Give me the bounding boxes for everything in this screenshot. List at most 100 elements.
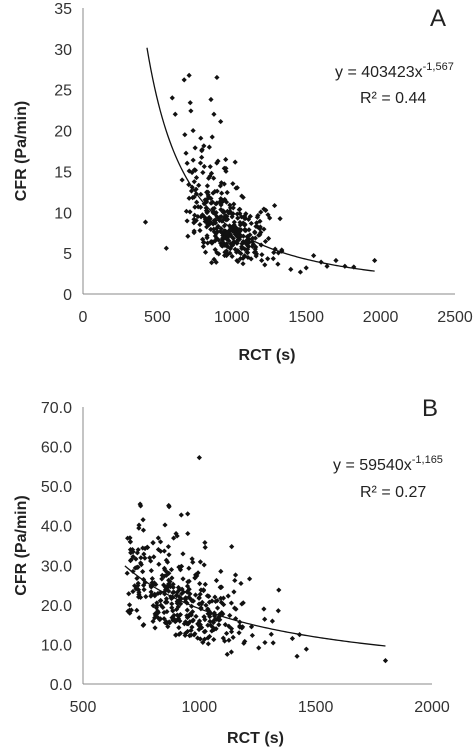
scatter-point <box>210 239 216 245</box>
scatter-point <box>173 592 180 599</box>
scatter-point <box>178 563 185 569</box>
scatter-point <box>223 236 230 242</box>
scatter-point <box>127 535 133 541</box>
scatter-point <box>204 199 210 205</box>
scatter-point <box>173 632 179 638</box>
scatter-point <box>261 606 267 612</box>
scatter-point <box>140 527 147 533</box>
scatter-point <box>148 558 154 564</box>
scatter-point <box>218 202 224 208</box>
scatter-point <box>185 530 191 537</box>
scatter-point <box>232 572 239 578</box>
y-axis-title: CFR (Pa/min) <box>13 495 30 595</box>
x-tick-label: 500 <box>144 309 171 326</box>
scatter-point <box>159 576 165 582</box>
scatter-point <box>192 145 198 151</box>
scatter-point <box>219 610 225 616</box>
scatter-point <box>219 190 225 196</box>
scatter-point <box>252 229 258 235</box>
scatter-point <box>133 556 139 562</box>
scatter-point <box>135 580 141 586</box>
scatter-point <box>182 630 189 636</box>
scatter-point <box>161 609 167 616</box>
scatter-point <box>136 522 142 528</box>
scatter-point <box>228 649 234 655</box>
scatter-point <box>237 255 244 262</box>
scatter-point <box>214 605 221 611</box>
scatter-point <box>125 535 131 541</box>
scatter-point <box>192 212 198 218</box>
scatter-point <box>136 589 142 595</box>
y-tick-label: 50.0 <box>41 479 72 496</box>
scatter-point <box>147 555 153 561</box>
scatter-point <box>199 148 205 154</box>
scatter-point <box>149 576 155 582</box>
scatter-point <box>265 212 271 218</box>
scatter-point <box>170 590 176 596</box>
scatter-point <box>165 544 172 550</box>
scatter-point <box>215 237 222 243</box>
scatter-point <box>186 195 192 201</box>
scatter-point <box>218 118 224 125</box>
scatter-point <box>211 636 217 643</box>
scatter-point <box>196 626 202 633</box>
scatter-point <box>155 546 162 553</box>
scatter-point <box>183 208 190 214</box>
y-tick-label: 5 <box>63 246 72 263</box>
scatter-point <box>192 167 198 173</box>
trend-line <box>146 47 375 272</box>
scatter-point <box>275 250 282 256</box>
scatter-point <box>240 261 246 267</box>
scatter-point <box>197 160 204 166</box>
scatter-point <box>190 559 196 565</box>
scatter-point <box>190 157 196 163</box>
scatter-point <box>237 222 243 228</box>
scatter-point <box>127 610 133 616</box>
scatter-point <box>197 636 203 642</box>
scatter-point <box>176 625 182 631</box>
scatter-point <box>186 586 192 592</box>
scatter-point <box>297 269 303 275</box>
scatter-point <box>138 562 144 568</box>
scatter-point <box>271 202 278 209</box>
scatter-point <box>241 215 248 222</box>
x-tick-label: 1000 <box>214 309 250 326</box>
scatter-point <box>246 227 252 233</box>
scatter-point <box>231 589 237 595</box>
scatter-point <box>173 531 179 537</box>
scatter-point <box>196 455 202 461</box>
scatter-point <box>275 608 281 614</box>
scatter-point <box>124 570 130 576</box>
scatter-point <box>188 612 194 618</box>
scatter-point <box>261 226 267 232</box>
scatter-point <box>141 551 147 557</box>
scatter-point <box>229 253 235 259</box>
scatter-point <box>171 535 177 541</box>
scatter-point <box>204 235 210 241</box>
scatter-point <box>169 605 175 611</box>
scatter-point <box>151 554 157 560</box>
scatter-point <box>134 550 140 556</box>
x-axis-title: RCT (s) <box>227 730 284 747</box>
scatter-point <box>239 244 245 250</box>
scatter-point <box>186 168 192 174</box>
x-tick-label: 0 <box>79 309 88 326</box>
scatter-point <box>259 257 265 264</box>
scatter-point <box>249 632 255 639</box>
scatter-point <box>232 159 238 165</box>
scatter-point <box>135 564 141 570</box>
scatter-point <box>239 193 245 199</box>
scatter-point <box>268 631 274 637</box>
chart-panel-b: 500 1000 1500 2000 0.0 10.0 20.0 30.0 40.0 50.0 60… <box>13 395 450 747</box>
scatter-point <box>161 582 167 588</box>
scatter-point <box>158 602 164 608</box>
scatter-point <box>207 164 213 170</box>
scatter-point <box>211 610 217 616</box>
scatter-point <box>169 95 175 101</box>
scatter-point <box>262 238 269 245</box>
scatter-point <box>169 601 175 607</box>
scatter-point <box>205 606 211 612</box>
scatter-point <box>218 226 224 232</box>
scatter-point <box>201 163 207 170</box>
